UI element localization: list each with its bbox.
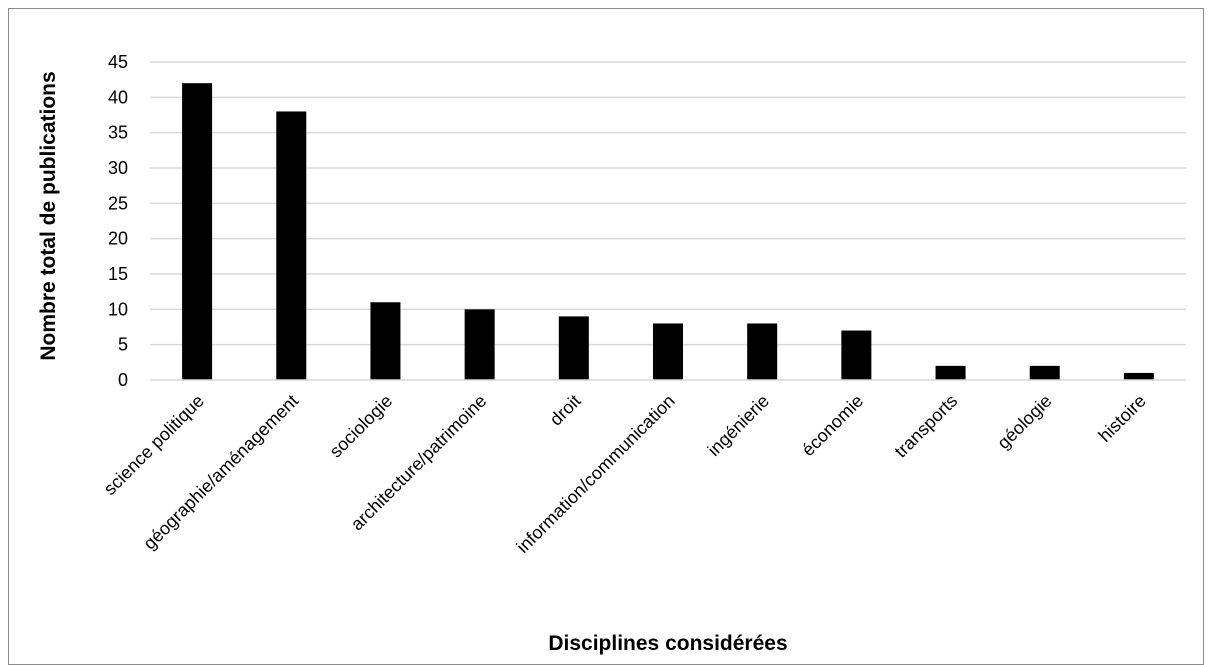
y-tick-labels: 0 5 10 15 20 25 30 35 40 45	[108, 52, 128, 390]
y-tick-label: 15	[108, 264, 128, 284]
bar-8	[935, 365, 966, 380]
bar-9	[1029, 365, 1060, 380]
y-axis-title: Nombre total de publications	[37, 71, 60, 360]
bar-1	[276, 111, 307, 380]
x-tick-label: géographie/aménagement	[139, 391, 302, 554]
x-axis-title: Disciplines considérées	[548, 632, 787, 655]
bar-6	[747, 323, 778, 380]
bars	[182, 83, 1154, 380]
y-tick-label: 35	[108, 123, 128, 143]
bar-2	[370, 302, 401, 380]
x-tick-label: géologie	[993, 391, 1055, 453]
bar-0	[182, 83, 213, 380]
y-tick-label: 20	[108, 229, 128, 249]
y-tick-label: 30	[108, 158, 128, 178]
x-tick-label: information/communication	[513, 391, 679, 557]
y-tick-label: 10	[108, 299, 128, 319]
x-tick-label: ingénierie	[704, 391, 773, 460]
x-tick-label: droit	[546, 391, 585, 430]
gridlines	[150, 61, 1186, 346]
x-tick-label: sociologie	[326, 391, 397, 462]
x-tick-label: histoire	[1095, 391, 1150, 446]
y-tick-label: 5	[118, 335, 128, 355]
bar-5	[653, 323, 683, 380]
bar-4	[558, 316, 589, 380]
x-tick-label: transports	[891, 391, 962, 462]
bar-7	[841, 330, 872, 380]
y-tick-label: 25	[108, 193, 128, 213]
y-tick-label: 40	[108, 87, 128, 107]
bar-10	[1123, 372, 1154, 380]
y-tick-label: 45	[108, 52, 128, 72]
bar-3	[464, 309, 495, 380]
x-tick-label: économie	[798, 391, 867, 460]
y-tick-label: 0	[118, 370, 128, 390]
x-tick-label: science politique	[100, 391, 208, 499]
